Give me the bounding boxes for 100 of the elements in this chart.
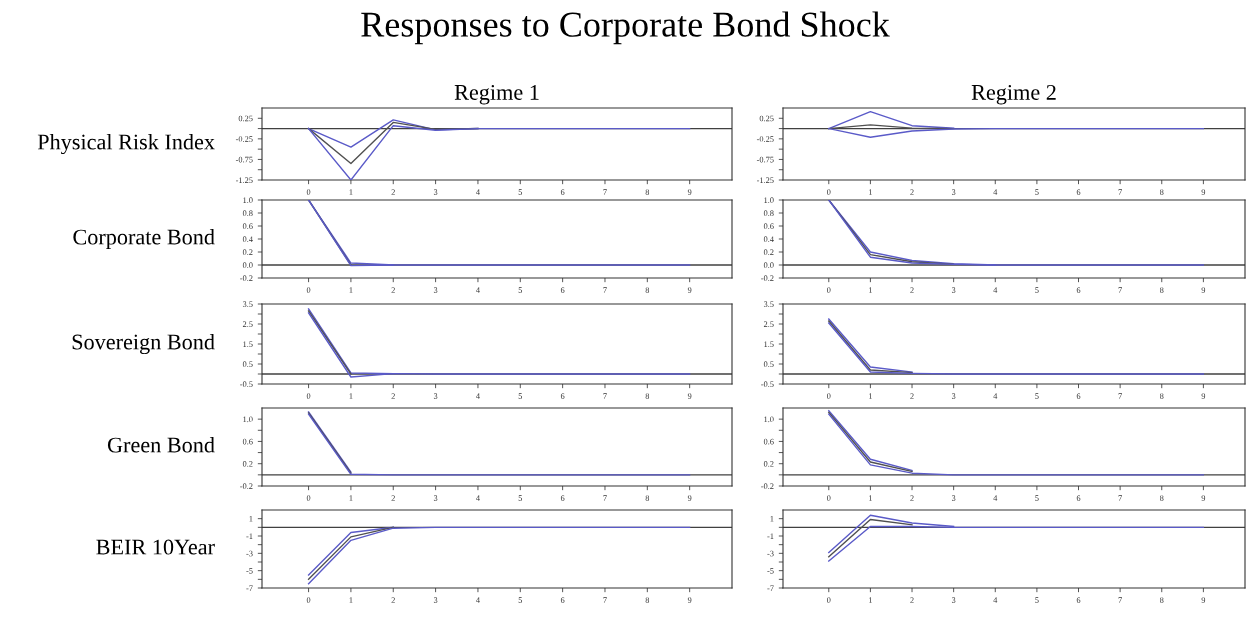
x-tick-label: 2 (910, 597, 914, 603)
x-tick-label: 4 (476, 597, 480, 603)
x-tick-label: 1 (349, 287, 353, 293)
y-tick-label: 0.0 (242, 262, 253, 269)
y-tick-label: -1.25 (756, 177, 774, 184)
y-tick-label: 1 (770, 516, 774, 522)
x-tick-label: 4 (476, 287, 480, 293)
x-tick-label: 3 (433, 495, 438, 501)
y-tick-label: 1.0 (764, 416, 774, 423)
y-tick-label: 1.0 (764, 197, 774, 204)
x-tick-label: 3 (951, 597, 956, 603)
x-tick-label: 5 (1035, 393, 1039, 399)
x-tick-label: 1 (869, 597, 872, 603)
x-tick-label: 0 (306, 287, 311, 293)
x-tick-label: 5 (518, 287, 523, 293)
x-tick-label: 8 (1159, 287, 1164, 293)
y-tick-label: 0.4 (242, 236, 253, 243)
y-tick-label: 0.6 (763, 438, 774, 445)
y-tick-label: 0.4 (763, 236, 774, 243)
y-tick-label: 3.5 (763, 301, 774, 308)
y-tick-label: -0.5 (240, 381, 253, 388)
x-tick-label: 6 (560, 597, 565, 603)
x-tick-label: 0 (306, 393, 311, 399)
x-tick-label: 7 (1118, 495, 1122, 501)
x-tick-label: 6 (560, 189, 565, 195)
x-tick-label: 8 (1159, 393, 1164, 399)
x-tick-label: 4 (476, 495, 480, 501)
chart-title: Regime 1 (454, 84, 539, 105)
y-tick-label: 0.2 (242, 461, 253, 467)
x-tick-label: 8 (1159, 495, 1164, 501)
x-tick-label: 2 (391, 393, 395, 399)
y-tick-label: -0.75 (756, 156, 774, 163)
x-tick-label: 7 (603, 393, 607, 399)
y-tick-label: 0.0 (763, 262, 774, 269)
y-tick-label: 0.6 (242, 223, 253, 230)
x-tick-label: 9 (1201, 189, 1206, 195)
y-tick-label: -1 (767, 533, 774, 539)
x-tick-label: 2 (391, 597, 395, 603)
x-tick-label: 1 (869, 393, 872, 399)
x-tick-label: 1 (349, 189, 353, 195)
x-tick-label: 0 (827, 189, 831, 195)
x-tick-label: 6 (1076, 189, 1081, 195)
x-tick-label: 0 (827, 597, 831, 603)
x-tick-label: 5 (1035, 495, 1039, 501)
y-tick-label: -1.25 (235, 177, 253, 184)
y-tick-label: 0.25 (238, 115, 253, 122)
x-tick-label: 3 (433, 393, 438, 399)
x-tick-label: 4 (993, 287, 998, 293)
y-tick-label: 0.2 (242, 249, 253, 256)
y-tick-label: -0.2 (761, 483, 774, 490)
chart-title: Regime 2 (971, 84, 1056, 105)
y-tick-label: 1.0 (243, 197, 253, 204)
x-tick-label: 0 (306, 495, 311, 501)
x-tick-label: 8 (645, 189, 650, 195)
y-tick-label: 0.5 (242, 361, 253, 368)
x-tick-label: 4 (993, 393, 998, 399)
x-tick-label: 1 (349, 393, 353, 399)
y-axis-title: Physical Risk Index (37, 133, 215, 155)
x-tick-label: 5 (518, 393, 523, 399)
y-tick-label: -0.5 (761, 381, 774, 388)
x-tick-label: 9 (687, 495, 692, 501)
y-axis-title: Corporate Bond (73, 228, 215, 250)
y-axis-title: Green Bond (107, 436, 215, 453)
y-tick-label: 1.5 (764, 341, 774, 348)
x-tick-label: 8 (645, 287, 650, 293)
x-tick-label: 3 (951, 393, 956, 399)
x-tick-label: 2 (910, 393, 914, 399)
x-tick-label: 6 (1076, 495, 1081, 501)
y-tick-label: 0.8 (763, 210, 774, 217)
x-tick-label: 3 (433, 189, 438, 195)
y-tick-label: 2.5 (763, 321, 774, 328)
x-tick-label: 2 (910, 287, 914, 293)
x-tick-label: 5 (518, 189, 523, 195)
y-tick-label: 0.8 (242, 210, 253, 217)
y-tick-label: -3 (246, 550, 253, 557)
x-tick-label: 7 (603, 189, 607, 195)
x-tick-label: 9 (1201, 597, 1206, 603)
x-tick-label: 8 (645, 597, 650, 603)
x-tick-label: 1 (869, 495, 872, 501)
x-tick-label: 5 (518, 597, 523, 603)
y-tick-label: -3 (767, 550, 774, 557)
y-tick-label: 0.6 (242, 438, 253, 445)
x-tick-label: 2 (910, 495, 914, 501)
x-tick-label: 5 (1035, 189, 1039, 195)
x-tick-label: 4 (476, 393, 480, 399)
x-tick-label: 3 (433, 287, 438, 293)
y-tick-label: 1.5 (243, 341, 253, 348)
x-tick-label: 3 (951, 189, 956, 195)
y-tick-label: 1.0 (243, 416, 253, 423)
x-tick-label: 0 (827, 393, 831, 399)
y-tick-label: 0.5 (763, 361, 774, 368)
x-tick-label: 7 (1118, 287, 1122, 293)
x-tick-label: 4 (993, 495, 998, 501)
x-tick-label: 7 (603, 495, 607, 501)
x-tick-label: 5 (1035, 287, 1039, 293)
x-tick-label: 4 (993, 597, 998, 603)
y-tick-label: -0.2 (761, 275, 774, 282)
y-tick-label: -5 (246, 568, 253, 574)
y-tick-label: 0.2 (763, 249, 774, 256)
x-tick-label: 7 (1118, 597, 1122, 603)
